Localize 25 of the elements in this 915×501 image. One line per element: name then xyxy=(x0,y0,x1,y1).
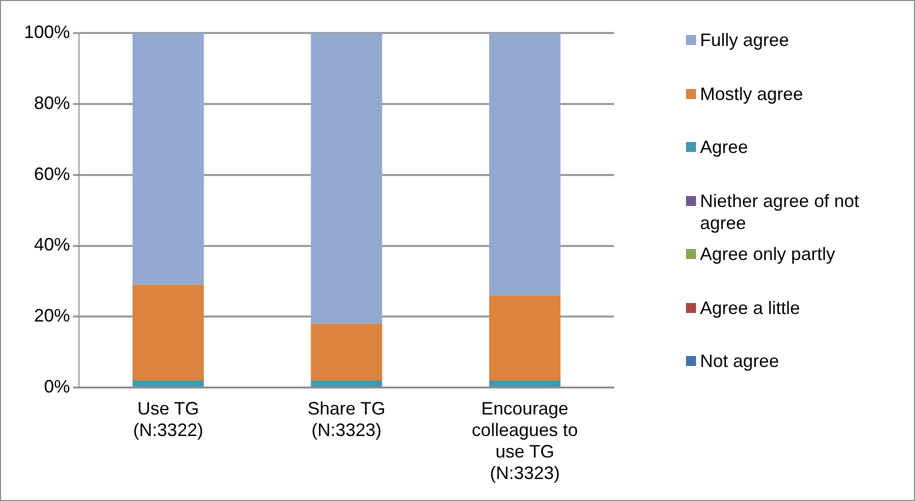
x-tick-label: Encourage colleagues to use TG (N:3323) xyxy=(472,398,578,484)
y-tick-label: 60% xyxy=(34,164,70,184)
legend-label: Mostly agree xyxy=(700,82,804,104)
y-tick-label: 0% xyxy=(44,376,70,397)
bar xyxy=(310,380,382,387)
legend-label: Agree a little xyxy=(700,296,800,318)
bar xyxy=(489,380,561,387)
legend-label: Fully agree xyxy=(700,29,790,51)
bar xyxy=(310,33,382,324)
y-tick-label: 100% xyxy=(24,22,70,42)
legend-label: Agree only partly xyxy=(700,243,836,265)
bar xyxy=(489,33,561,296)
x-tick-label: Use TG (N:3322) xyxy=(133,398,204,440)
y-tick-label: 40% xyxy=(34,234,70,255)
bar xyxy=(132,33,204,285)
bar xyxy=(489,295,561,381)
legend-label: Not agree xyxy=(700,350,780,372)
bar xyxy=(310,324,382,381)
bar xyxy=(132,380,204,387)
x-tick-label: Share TG (N:3323) xyxy=(308,398,386,440)
legend-label: Niether agree of not agree xyxy=(700,190,860,234)
bar xyxy=(132,284,204,381)
y-tick-label: 20% xyxy=(34,306,70,326)
y-tick-label: 80% xyxy=(34,92,70,113)
legend-label: Agree xyxy=(700,136,748,158)
